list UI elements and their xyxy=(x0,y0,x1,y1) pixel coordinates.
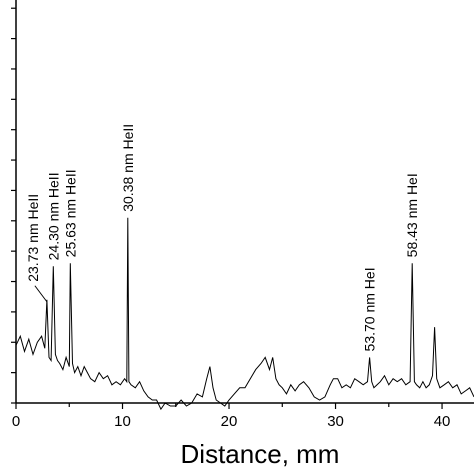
x-tick-labels: 0 10 20 30 40 xyxy=(12,413,451,430)
peak-annotation: 23.73 nm HeII xyxy=(25,194,41,282)
annotation-leader xyxy=(34,285,48,303)
y-ticks xyxy=(11,7,16,404)
x-tick-label: 0 xyxy=(12,413,20,430)
x-tick-label: 20 xyxy=(221,413,238,430)
x-tick-label: 10 xyxy=(114,413,131,430)
peak-annotations: 23.73 nm HeII 24.30 nm HeII 25.63 nm HeII 3… xyxy=(25,124,420,352)
peak-annotation: 30.38 nm HeII xyxy=(120,124,136,212)
peak-annotation: 53.70 nm HeI xyxy=(362,267,378,351)
spectrum-line xyxy=(15,217,474,411)
x-ticks xyxy=(15,403,443,409)
axes xyxy=(15,0,474,404)
x-tick-label: 30 xyxy=(327,413,344,430)
peak-annotation: 58.43 nm HeI xyxy=(404,173,420,257)
peak-annotation: 24.30 nm HeII xyxy=(45,172,61,260)
x-tick-label: 40 xyxy=(434,413,451,430)
peak-annotation: 25.63 nm HeII xyxy=(62,169,78,257)
x-axis-title: Distance, mm xyxy=(181,439,340,469)
